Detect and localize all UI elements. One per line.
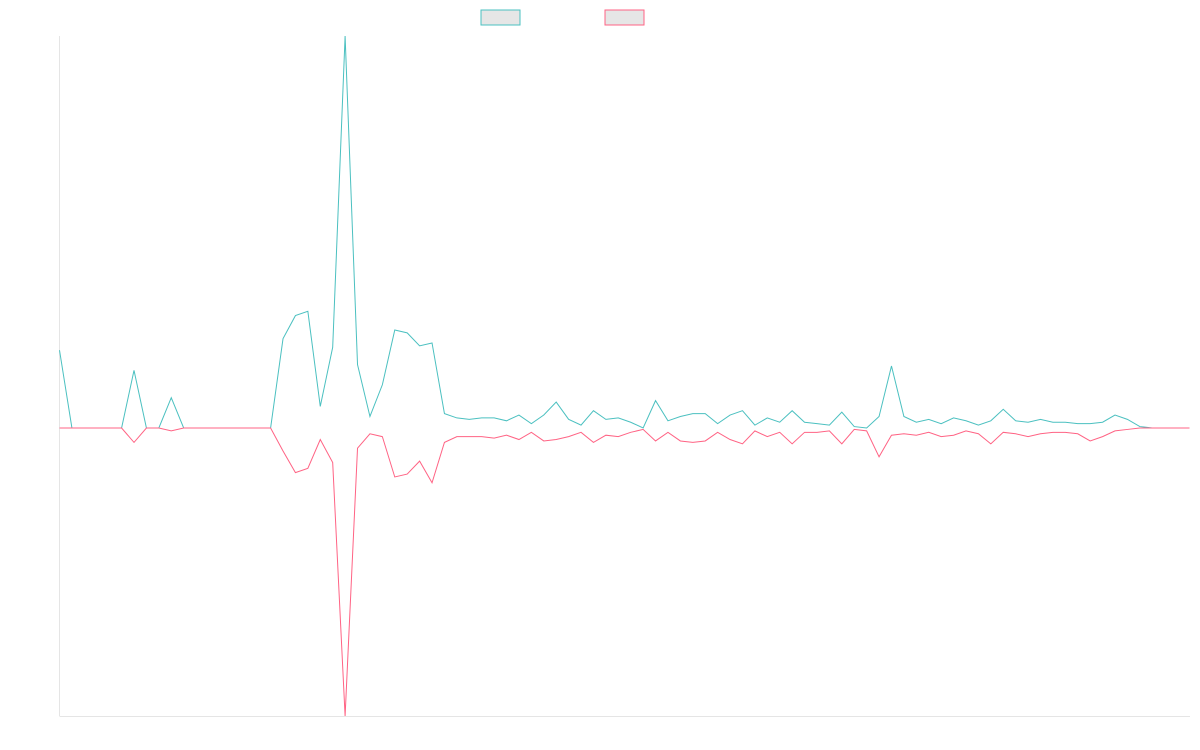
legend-swatch-series-2[interactable] — [604, 9, 645, 26]
legend-swatch-series-1[interactable] — [480, 9, 521, 26]
series-line-2 — [59, 427, 1190, 717]
plot-area — [59, 35, 1190, 717]
series-layer — [59, 35, 1190, 717]
series-line-1 — [59, 35, 1190, 429]
legend — [480, 9, 645, 26]
